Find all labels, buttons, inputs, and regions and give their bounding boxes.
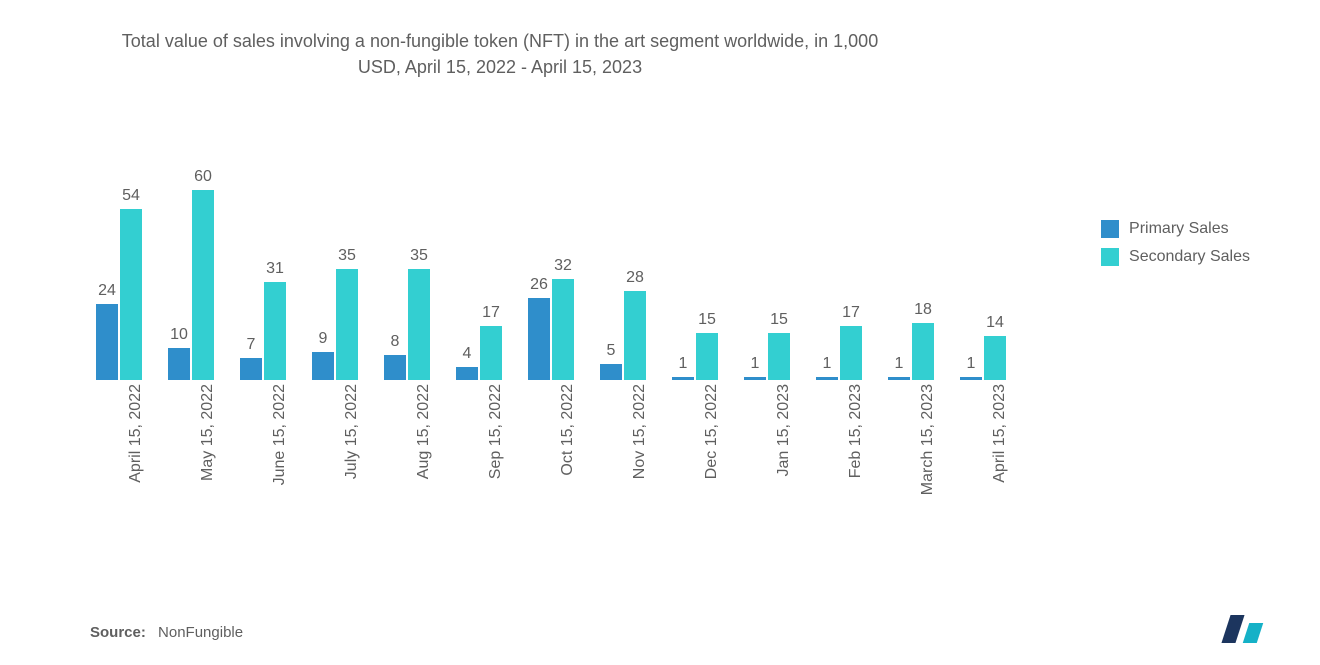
- bar-primary: 4: [456, 367, 478, 380]
- plot-area: 2454106073193583541726325281151151171181…: [90, 190, 1040, 380]
- bar-primary: 1: [816, 377, 838, 380]
- bar-primary: 1: [744, 377, 766, 380]
- source-line: Source: NonFungible: [90, 624, 243, 641]
- x-tick-label: March 15, 2023: [919, 384, 937, 495]
- bar-primary: 1: [960, 377, 982, 380]
- x-tick-label: Jan 15, 2023: [775, 384, 793, 477]
- legend: Primary Sales Secondary Sales: [1101, 220, 1250, 276]
- x-tick-label: Sep 15, 2022: [487, 384, 505, 479]
- bar-secondary: 28: [624, 291, 646, 380]
- legend-item-secondary: Secondary Sales: [1101, 248, 1250, 266]
- x-tick-label: May 15, 2022: [199, 384, 217, 481]
- value-label-secondary: 14: [975, 314, 1015, 332]
- legend-swatch-primary: [1101, 220, 1119, 238]
- bar-secondary: 17: [480, 326, 502, 380]
- bar-secondary: 35: [408, 269, 430, 380]
- x-tick-label: Feb 15, 2023: [847, 384, 865, 478]
- legend-label-primary: Primary Sales: [1129, 220, 1229, 238]
- chart-title: Total value of sales involving a non-fun…: [110, 28, 890, 80]
- bar-primary: 24: [96, 304, 118, 380]
- bar-primary: 1: [672, 377, 694, 380]
- value-label-secondary: 60: [183, 168, 223, 186]
- x-tick-label: Nov 15, 2022: [631, 384, 649, 479]
- bar-secondary: 35: [336, 269, 358, 380]
- bar-primary: 8: [384, 355, 406, 380]
- value-label-secondary: 15: [759, 311, 799, 329]
- x-tick-label: April 15, 2022: [127, 384, 145, 483]
- bar-primary: 1: [888, 377, 910, 380]
- brand-logo-icon: [1226, 615, 1260, 643]
- value-label-secondary: 31: [255, 260, 295, 278]
- chart-container: Total value of sales involving a non-fun…: [0, 0, 1320, 665]
- value-label-secondary: 15: [687, 311, 727, 329]
- bar-secondary: 31: [264, 282, 286, 380]
- value-label-secondary: 35: [399, 247, 439, 265]
- source-value: NonFungible: [158, 624, 243, 641]
- legend-item-primary: Primary Sales: [1101, 220, 1250, 238]
- value-label-secondary: 54: [111, 187, 151, 205]
- value-label-secondary: 17: [471, 304, 511, 322]
- bar-secondary: 15: [768, 333, 790, 381]
- value-label-secondary: 35: [327, 247, 367, 265]
- source-label: Source:: [90, 624, 146, 641]
- bar-secondary: 14: [984, 336, 1006, 380]
- bar-secondary: 54: [120, 209, 142, 380]
- x-tick-label: Oct 15, 2022: [559, 384, 577, 476]
- bar-secondary: 60: [192, 190, 214, 380]
- x-tick-label: April 15, 2023: [991, 384, 1009, 483]
- x-axis-labels: April 15, 2022 May 15, 2022 June 15, 2022 J…: [90, 384, 1040, 614]
- bar-primary: 7: [240, 358, 262, 380]
- legend-label-secondary: Secondary Sales: [1129, 248, 1250, 266]
- legend-swatch-secondary: [1101, 248, 1119, 266]
- value-label-secondary: 28: [615, 269, 655, 287]
- x-tick-label: Aug 15, 2022: [415, 384, 433, 479]
- bar-primary: 9: [312, 352, 334, 381]
- value-label-secondary: 18: [903, 301, 943, 319]
- value-label-secondary: 17: [831, 304, 871, 322]
- value-label-secondary: 32: [543, 257, 583, 275]
- bar-secondary: 15: [696, 333, 718, 381]
- bar-secondary: 32: [552, 279, 574, 380]
- bar-primary: 10: [168, 348, 190, 380]
- x-tick-label: June 15, 2022: [271, 384, 289, 485]
- bar-primary: 26: [528, 298, 550, 380]
- bar-secondary: 18: [912, 323, 934, 380]
- bar-secondary: 17: [840, 326, 862, 380]
- bar-primary: 5: [600, 364, 622, 380]
- x-tick-label: Dec 15, 2022: [703, 384, 721, 479]
- x-tick-label: July 15, 2022: [343, 384, 361, 479]
